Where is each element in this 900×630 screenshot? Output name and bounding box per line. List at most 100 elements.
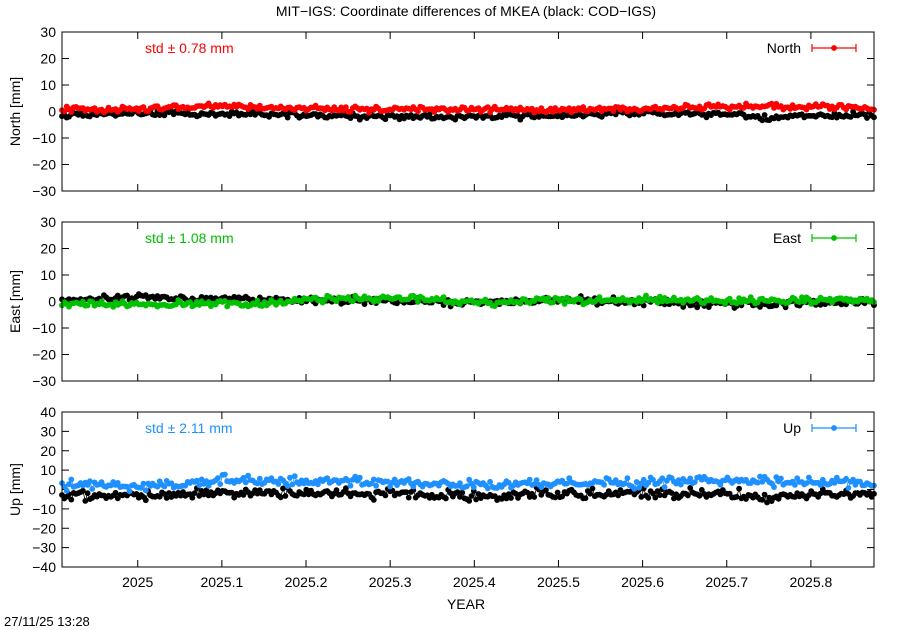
data-point <box>864 115 870 121</box>
data-point <box>803 480 810 486</box>
timestamp: 27/11/25 13:28 <box>4 614 90 629</box>
data-point <box>736 485 742 492</box>
x-tick-label: 2025.2 <box>285 574 328 590</box>
data-point <box>764 499 770 506</box>
north-legend-label: North <box>767 40 801 56</box>
data-point <box>196 482 203 489</box>
north-ytick-label: 0 <box>48 104 56 120</box>
data-point <box>391 476 398 483</box>
data-point <box>63 487 70 494</box>
data-point <box>761 491 768 498</box>
north-legend-symbol <box>811 44 857 52</box>
data-point <box>796 299 803 305</box>
data-point <box>156 493 163 500</box>
data-point <box>817 301 824 308</box>
data-point <box>845 485 852 491</box>
data-point <box>415 108 421 115</box>
data-point <box>843 475 849 482</box>
data-point <box>222 298 228 304</box>
data-point <box>866 489 873 496</box>
data-point <box>382 492 389 499</box>
data-point <box>484 485 491 492</box>
up-y-axis-label: Up [mm] <box>7 463 23 516</box>
data-point <box>831 110 838 117</box>
data-point <box>768 100 775 107</box>
data-point <box>817 490 824 497</box>
east-legend-label: East <box>773 230 801 246</box>
data-point <box>817 482 824 488</box>
data-point <box>536 114 542 120</box>
east-ytick-label: 0 <box>48 294 56 310</box>
data-point <box>68 476 75 483</box>
data-point <box>761 112 768 118</box>
north-ytick-label: 20 <box>40 51 56 67</box>
data-point <box>112 489 119 496</box>
x-axis-label: YEAR <box>447 596 485 612</box>
data-point <box>242 479 249 486</box>
east-ytick-label: −10 <box>32 320 56 336</box>
data-point <box>543 487 549 493</box>
data-point <box>459 489 466 496</box>
data-point <box>552 494 559 501</box>
data-point <box>640 476 647 483</box>
data-point <box>284 114 291 121</box>
data-point <box>426 111 433 118</box>
data-point <box>803 106 810 113</box>
up-ytick-label: −10 <box>32 501 56 517</box>
up-ytick-label: −40 <box>32 559 56 575</box>
data-point <box>198 476 205 483</box>
data-point <box>66 481 72 488</box>
data-point <box>847 114 854 120</box>
data-point <box>349 298 356 305</box>
data-point <box>68 109 75 115</box>
data-point <box>636 484 642 491</box>
data-point <box>831 480 838 486</box>
data-point <box>245 472 252 479</box>
data-point <box>661 484 668 491</box>
data-point <box>333 487 340 494</box>
data-point <box>84 302 91 309</box>
data-point <box>240 474 247 481</box>
data-point <box>484 104 491 111</box>
up-panel: −40 −30 −20 −10 0 10 20 30 40 2025 2025.1 2025.2 202… <box>7 404 877 590</box>
data-point <box>403 489 410 495</box>
data-point <box>587 490 593 497</box>
data-point <box>638 494 645 500</box>
x-tick-label: 2025.4 <box>453 574 496 590</box>
data-point <box>303 486 310 493</box>
data-point <box>531 494 538 500</box>
north-ytick-label: −30 <box>32 183 56 199</box>
data-point <box>691 479 698 485</box>
data-point <box>80 487 86 494</box>
data-point <box>280 485 286 492</box>
data-point <box>778 475 784 482</box>
data-point <box>733 300 740 307</box>
data-point <box>154 483 161 490</box>
data-point <box>114 480 121 486</box>
data-point <box>624 475 631 482</box>
data-point <box>773 474 780 481</box>
data-point <box>345 477 352 484</box>
data-point <box>466 498 473 504</box>
data-point <box>773 302 780 309</box>
data-point <box>650 476 656 483</box>
up-ytick-label: 10 <box>40 462 56 478</box>
data-point <box>82 498 89 504</box>
up-plot-frame <box>61 411 875 568</box>
data-point <box>245 106 252 112</box>
data-point <box>799 294 805 301</box>
data-point <box>140 480 147 487</box>
data-point <box>189 494 196 501</box>
data-point <box>124 292 130 299</box>
north-ytick-label: −10 <box>32 130 56 146</box>
data-point <box>440 294 447 300</box>
x-tick-label: 2025.6 <box>621 574 664 590</box>
data-point <box>347 115 354 121</box>
data-point <box>394 300 400 307</box>
data-point <box>759 478 766 485</box>
data-point <box>370 476 377 483</box>
data-point <box>654 299 661 306</box>
data-point <box>678 481 684 488</box>
north-ytick-label: −20 <box>32 157 56 173</box>
data-point <box>601 481 607 488</box>
